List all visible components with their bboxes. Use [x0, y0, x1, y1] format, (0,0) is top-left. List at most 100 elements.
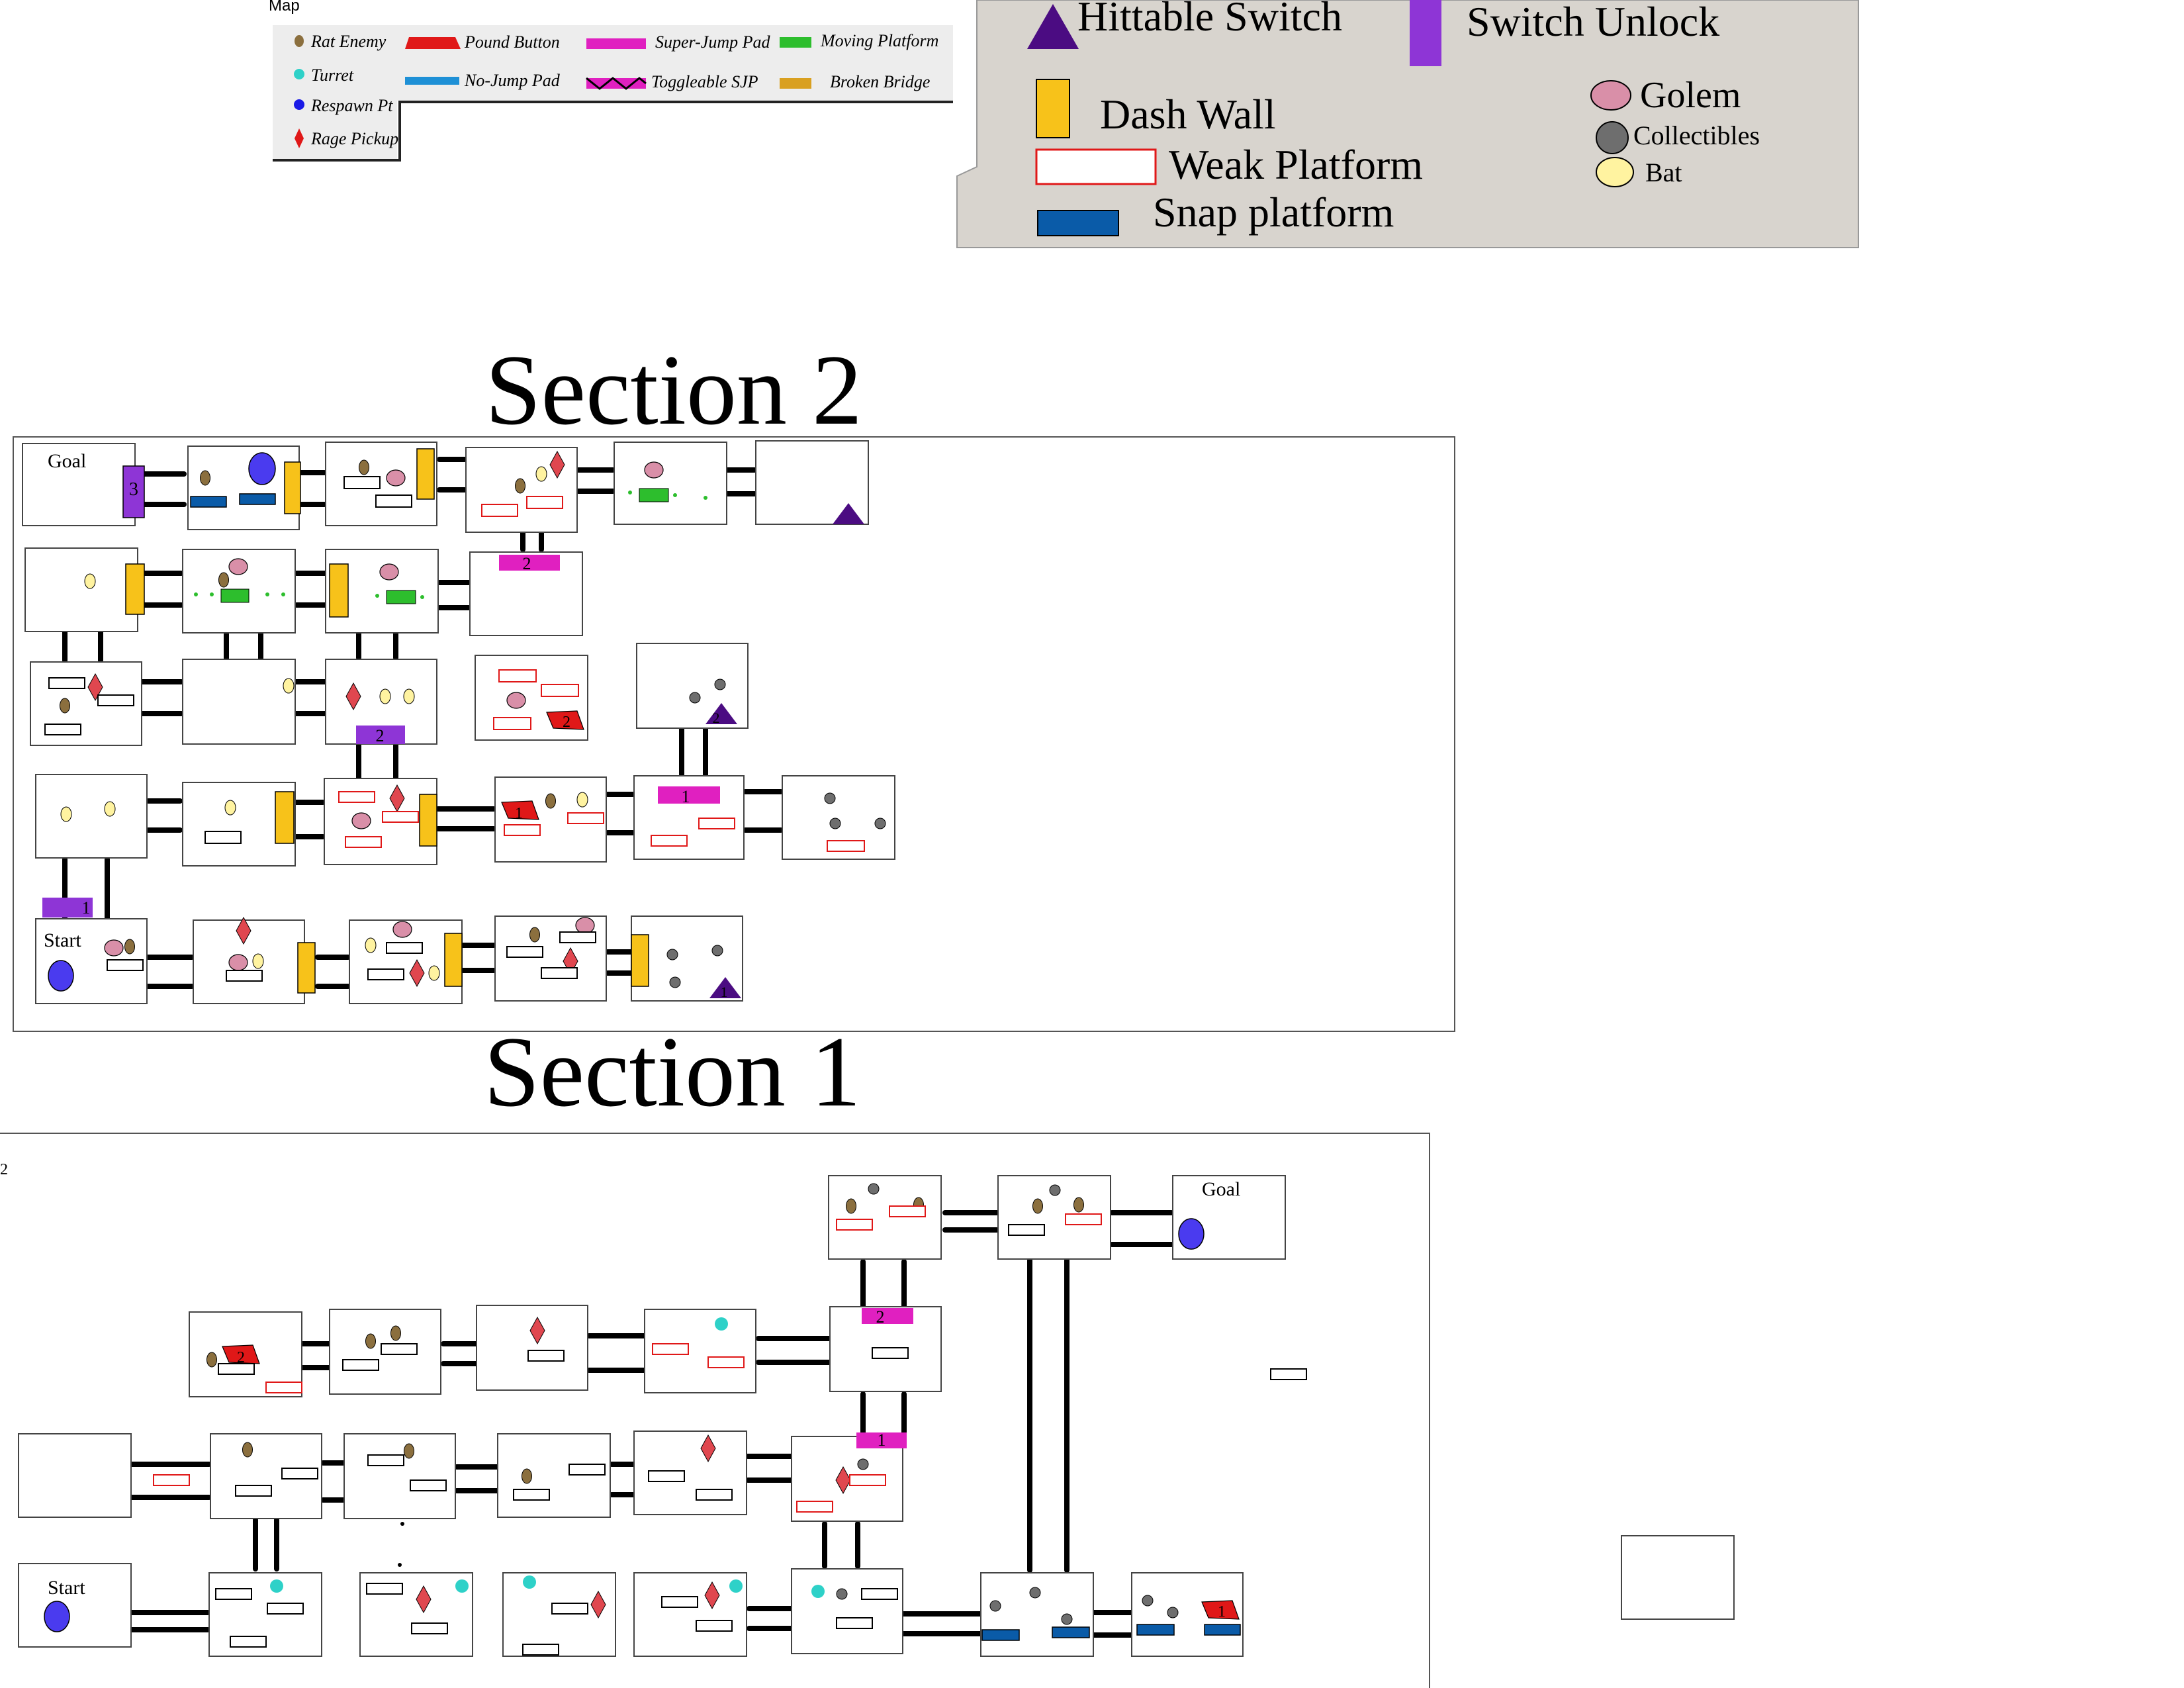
collectible-icon — [857, 1458, 869, 1470]
switch-marker-1: 1 — [721, 984, 728, 1000]
room-s1-r3c8 — [1131, 1572, 1244, 1657]
golem-icon — [379, 563, 399, 581]
collectible-icon — [836, 1588, 848, 1600]
dash-wall-icon — [297, 942, 316, 994]
platform — [661, 1596, 698, 1608]
bat-icon — [365, 937, 377, 953]
rat-enemy-icon — [242, 1442, 253, 1458]
unlock-marker-1: 1 — [82, 898, 91, 917]
rat-enemy-icon — [545, 793, 556, 809]
moving-platform-icon — [780, 37, 811, 48]
golem-icon — [1590, 80, 1631, 111]
rat-enemy-icon — [200, 470, 210, 486]
collectible-icon — [824, 792, 836, 804]
snap-platform-icon — [1136, 1624, 1175, 1636]
collectible-icon — [1142, 1595, 1154, 1607]
legend-label-sjp: Super-Jump Pad — [655, 32, 770, 52]
no-jump-pad-icon — [405, 77, 459, 85]
snap-platform-icon — [981, 1629, 1020, 1641]
bat-icon — [283, 678, 295, 694]
collectible-icon — [1167, 1607, 1179, 1618]
switch-unlock-icon — [1410, 0, 1441, 66]
platform — [1008, 1224, 1045, 1236]
collectible-icon — [1596, 121, 1629, 154]
room-s2-r5c5 — [631, 915, 743, 1002]
section-1-title: Section 1 — [484, 1016, 861, 1127]
rat-enemy-icon — [206, 1352, 217, 1368]
pound-marker-2-s1: 2 — [237, 1349, 245, 1366]
broken-bridge-icon — [780, 78, 811, 89]
room-s2-r1c2 — [187, 445, 300, 530]
weak-platform-icon — [707, 1356, 745, 1368]
moving-platform-icon — [639, 488, 669, 502]
weak-platform-icon — [651, 835, 688, 847]
platform — [411, 1622, 448, 1634]
platform — [342, 1359, 379, 1371]
room-s1-start — [18, 1563, 132, 1648]
rat-enemy-icon — [529, 927, 540, 943]
room-s2-r3c5 — [636, 643, 749, 729]
collectible-icon — [989, 1600, 1001, 1612]
weak-platform-icon — [1065, 1213, 1102, 1225]
dash-wall-icon — [631, 934, 649, 987]
switch-marker-2: 2 — [713, 710, 720, 726]
legend-label-tsjp: Toggleable SJP — [651, 72, 758, 91]
respawn-point-icon — [48, 960, 74, 992]
section-2-title: Section 2 — [485, 334, 862, 445]
weak-platform-icon — [504, 824, 541, 836]
legend-label-unlock: Switch Unlock — [1467, 0, 1719, 45]
respawn-point-icon — [248, 452, 276, 485]
room-s1-r3c7 — [980, 1572, 1094, 1657]
moving-platform-icon — [220, 588, 250, 603]
respawn-point-icon — [1178, 1218, 1205, 1250]
platform — [226, 970, 263, 982]
weak-platform-icon — [265, 1382, 302, 1393]
room-s1-r2c1 — [18, 1433, 132, 1518]
bat-icon — [252, 953, 264, 969]
golem-icon — [575, 917, 595, 934]
super-jump-pad-icon — [862, 1308, 913, 1324]
legend-label-turret: Turret — [311, 66, 354, 85]
weak-platform-icon — [481, 504, 518, 517]
weak-platform-icon — [382, 811, 419, 823]
platform — [281, 1468, 318, 1479]
pound-marker-1: 1 — [515, 805, 523, 822]
platform — [386, 942, 423, 954]
rage-pickup-icon — [295, 128, 304, 148]
start-label-s2: Start — [44, 929, 81, 951]
weak-platform-icon — [338, 791, 375, 803]
bat-icon — [1596, 157, 1634, 187]
collectible-icon — [868, 1183, 880, 1195]
bat-icon — [84, 573, 96, 589]
rat-enemy-icon — [1032, 1198, 1043, 1214]
turret-icon — [811, 1585, 825, 1598]
weak-platform-icon — [567, 812, 604, 824]
legend-label-golem: Golem — [1640, 75, 1741, 116]
platform — [107, 959, 144, 971]
goal-label-s1: Goal — [1202, 1178, 1240, 1200]
rat-enemy-icon — [515, 478, 525, 494]
weak-platform-icon — [541, 684, 579, 697]
platform — [522, 1644, 559, 1656]
bat-icon — [379, 688, 391, 704]
legend-label-dashwall: Dash Wall — [1100, 91, 1276, 138]
collectible-icon — [829, 818, 841, 829]
moving-platform-icon — [386, 590, 416, 604]
dash-wall-icon — [329, 563, 349, 618]
collectible-icon — [669, 976, 681, 988]
bat-icon — [535, 466, 547, 482]
room-s2-r3c2 — [182, 659, 296, 745]
rat-enemy-icon — [359, 459, 369, 475]
platform — [267, 1603, 304, 1615]
golem-icon — [228, 558, 248, 575]
weak-platform-icon — [1035, 148, 1157, 185]
weak-platform-icon — [652, 1343, 689, 1355]
switch-unlock-icon — [122, 465, 145, 518]
turret-icon — [523, 1575, 536, 1589]
rat-enemy-icon — [365, 1333, 376, 1349]
legend-label-respawn: Respawn Pt — [310, 96, 393, 115]
weak-platform-icon — [849, 1474, 886, 1486]
snap-platform-icon — [1204, 1624, 1241, 1636]
hittable-switch-icon — [1027, 4, 1079, 49]
platform — [872, 1347, 909, 1359]
